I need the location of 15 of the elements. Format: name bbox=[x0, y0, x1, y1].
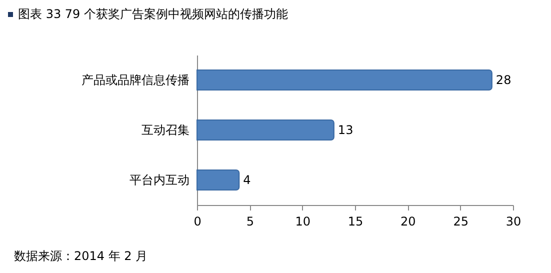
x-tick-label: 0 bbox=[194, 214, 202, 228]
x-tick-label: 25 bbox=[453, 214, 468, 228]
data-label: 28 bbox=[496, 73, 512, 87]
x-tick-label: 15 bbox=[348, 214, 364, 228]
data-label: 4 bbox=[243, 173, 251, 187]
y-tick-label: 平台内互动 bbox=[130, 173, 190, 187]
y-tick-label: 互动召集 bbox=[142, 123, 190, 137]
data-label: 13 bbox=[338, 123, 354, 137]
x-tick-label: 10 bbox=[295, 214, 310, 228]
source-note: 数据来源：2014 年 2 月 bbox=[14, 248, 148, 265]
x-tick-label: 5 bbox=[246, 214, 254, 228]
chart-title: 图表 33 79 个获奖广告案例中视频网站的传播功能 bbox=[18, 6, 288, 23]
y-tick-label: 产品或品牌信息传播 bbox=[82, 73, 190, 87]
x-tick-label: 20 bbox=[400, 214, 416, 228]
x-tick-label: 30 bbox=[506, 214, 522, 228]
